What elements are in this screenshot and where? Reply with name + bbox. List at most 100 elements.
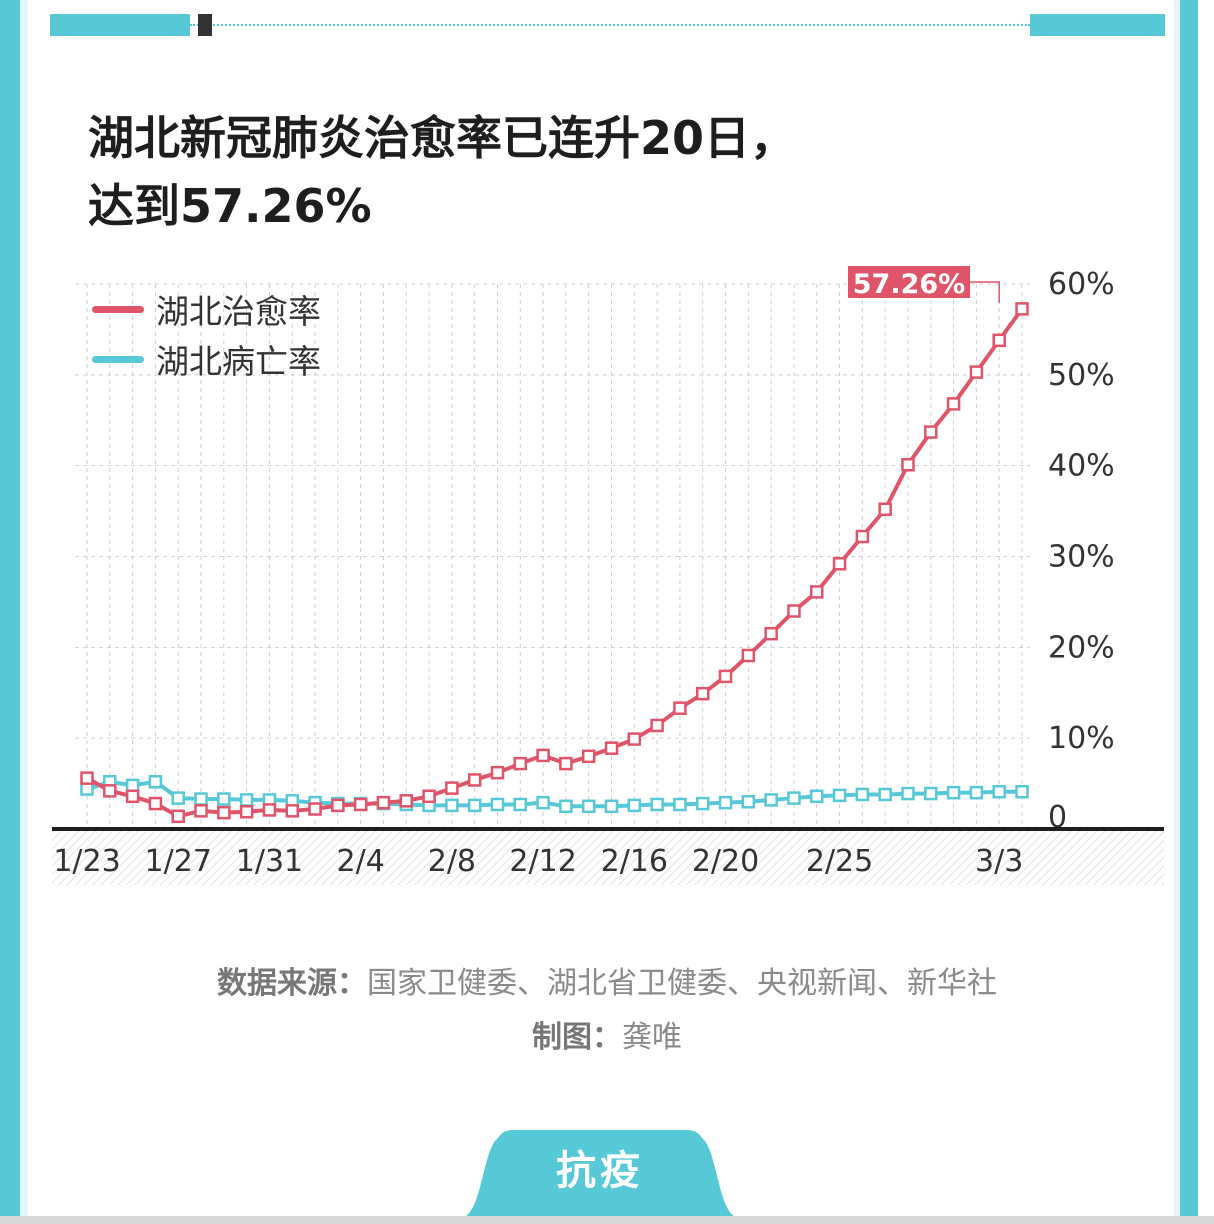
line-chart: 0 10% 20% 30% 40% 50% 60% 1/23 1/27 1/31 2/4 2/8 2/1… xyxy=(52,266,1164,885)
marker-death-rate xyxy=(217,792,231,806)
marker-death-rate xyxy=(718,795,733,810)
top-dotted-line xyxy=(190,24,1030,26)
legend-swatch-cure xyxy=(92,305,144,313)
marker-cure-rate xyxy=(627,732,642,746)
y-tick-label: 20% xyxy=(1048,630,1115,665)
annotation-label: 57.26% xyxy=(853,269,965,300)
source-label: 数据来源： xyxy=(217,966,367,1001)
marker-cure-rate xyxy=(946,397,961,411)
frame-left-inner-border xyxy=(20,0,28,1224)
data-source: 数据来源：国家卫健委、湖北省卫健委、央视新闻、新华社 xyxy=(0,962,1214,1006)
marker-cure-rate xyxy=(901,458,915,472)
y-tick-label: 0 xyxy=(1048,800,1067,835)
marker-death-rate xyxy=(969,785,984,800)
marker-cure-rate xyxy=(741,648,756,663)
topic-tab xyxy=(460,1130,740,1218)
marker-death-rate xyxy=(924,786,938,801)
frame-left-border xyxy=(0,0,20,1224)
marker-death-rate xyxy=(490,797,505,812)
marker-death-rate xyxy=(513,797,528,812)
marker-cure-rate xyxy=(855,529,870,544)
marker-death-rate xyxy=(194,792,208,806)
page-title: 湖北新冠肺炎治愈率已连升20日， 达到57.26% xyxy=(88,104,988,240)
legend-swatch-death xyxy=(92,355,144,363)
marker-cure-rate xyxy=(536,748,550,763)
marker-death-rate xyxy=(992,785,1006,799)
x-tick-label: 1/23 xyxy=(53,844,120,879)
marker-death-rate xyxy=(148,775,163,789)
marker-cure-rate xyxy=(832,557,847,571)
marker-cure-rate xyxy=(125,789,140,804)
marker-cure-rate xyxy=(1015,302,1029,316)
marker-cure-rate xyxy=(148,796,163,811)
marker-cure-rate xyxy=(559,756,573,771)
marker-death-rate xyxy=(832,788,847,803)
marker-cure-rate xyxy=(103,784,117,798)
outer-margin xyxy=(1198,0,1214,1224)
x-tick-label: 1/27 xyxy=(145,844,212,879)
marker-cure-rate xyxy=(924,425,938,439)
y-tick-label: 60% xyxy=(1048,267,1115,302)
topic-tab-label: 抗疫 xyxy=(556,1148,644,1194)
marker-cure-rate xyxy=(718,669,733,684)
title-line-1: 湖北新冠肺炎治愈率已连升20日， xyxy=(88,111,797,165)
marker-cure-rate xyxy=(239,804,254,819)
legend-label-death: 湖北病亡率 xyxy=(156,342,321,381)
credit-label: 制图： xyxy=(532,1020,622,1055)
marker-death-rate xyxy=(764,793,778,807)
chart-legend: 湖北治愈率 湖北病亡率 xyxy=(92,284,321,384)
marker-cure-rate xyxy=(878,502,892,517)
marker-cure-rate xyxy=(376,795,391,810)
series-line-cure-rate xyxy=(86,307,1024,819)
marker-cure-rate xyxy=(217,805,231,820)
marker-death-rate xyxy=(80,782,94,796)
marker-cure-rate xyxy=(787,604,801,618)
marker-death-rate xyxy=(445,798,459,813)
annotation-leader xyxy=(970,281,1000,303)
x-tick-label: 2/25 xyxy=(806,844,873,879)
credit-text: 龚唯 xyxy=(622,1020,682,1055)
y-tick-label: 50% xyxy=(1048,358,1115,393)
x-tick-label: 1/31 xyxy=(236,844,303,879)
title-line-2: 达到57.26% xyxy=(88,179,372,233)
top-decoration xyxy=(50,10,1165,38)
top-bar-left xyxy=(50,14,190,36)
marker-death-rate xyxy=(627,798,642,813)
marker-cure-rate xyxy=(262,803,277,817)
marker-death-rate xyxy=(239,793,254,807)
marker-death-rate xyxy=(901,786,915,801)
marker-death-rate xyxy=(650,797,664,812)
marker-cure-rate xyxy=(490,765,505,780)
marker-death-rate xyxy=(581,799,596,814)
y-tick-label: 30% xyxy=(1048,540,1115,575)
marker-cure-rate xyxy=(992,333,1006,348)
frame-right-inner-border xyxy=(1174,0,1180,1224)
marker-cure-rate xyxy=(80,771,94,785)
marker-cure-rate xyxy=(353,797,368,812)
marker-death-rate xyxy=(695,796,710,811)
top-marker xyxy=(198,14,212,36)
marker-death-rate xyxy=(604,799,619,814)
x-tick-label: 2/8 xyxy=(428,844,476,879)
marker-cure-rate xyxy=(513,756,528,771)
marker-death-rate xyxy=(946,785,961,800)
frame-right-border xyxy=(1180,0,1198,1224)
marker-cure-rate xyxy=(673,701,687,715)
marker-cure-rate xyxy=(695,686,710,701)
marker-cure-rate xyxy=(285,804,299,818)
marker-cure-rate xyxy=(581,749,596,764)
marker-death-rate xyxy=(855,787,870,802)
marker-cure-rate xyxy=(422,789,436,804)
marker-cure-rate xyxy=(650,718,664,733)
marker-death-rate xyxy=(125,778,140,793)
y-tick-label: 40% xyxy=(1048,449,1115,484)
x-axis-band xyxy=(52,829,1164,885)
x-tick-label: 2/4 xyxy=(337,844,385,879)
marker-cure-rate xyxy=(764,626,778,641)
bottom-strip xyxy=(0,1216,1214,1224)
legend-item-death: 湖北病亡率 xyxy=(92,334,321,384)
marker-death-rate xyxy=(878,787,892,802)
top-bar-right xyxy=(1030,14,1165,36)
marker-death-rate xyxy=(1015,785,1029,799)
marker-death-rate xyxy=(810,789,824,804)
